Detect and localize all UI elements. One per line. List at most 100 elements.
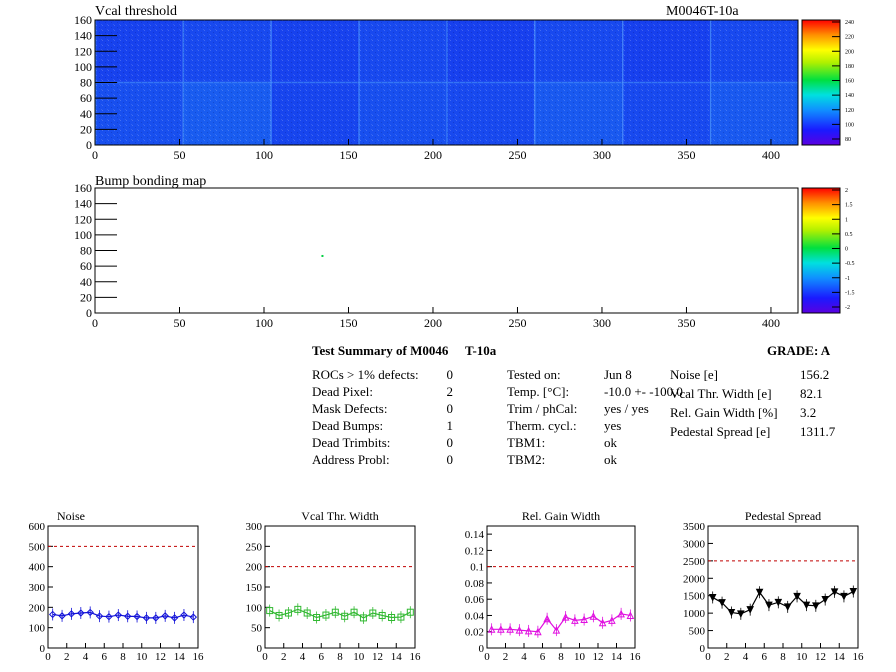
data-point <box>765 601 773 610</box>
data-point <box>322 611 330 619</box>
data-point <box>180 611 188 619</box>
colorbar <box>801 19 841 146</box>
data-point <box>350 608 358 616</box>
data-point <box>266 607 274 615</box>
x-tick-label: 50 <box>173 148 185 162</box>
x-tick-label: 2 <box>724 651 730 663</box>
x-tick-label: 10 <box>574 651 586 663</box>
colorbar-tick-label: -1.5 <box>845 290 855 296</box>
y-tick-label: 50 <box>251 623 263 635</box>
x-tick-label: 8 <box>780 651 786 663</box>
y-tick-label: 40 <box>80 107 92 121</box>
y-tick-label: 250 <box>246 541 263 553</box>
y-tick-label: 100 <box>29 623 46 635</box>
data-point <box>142 614 151 622</box>
colorbar-tick-label: 120 <box>845 108 854 114</box>
chart-title: Pedestal Spread <box>745 509 821 523</box>
colorbar-tick-label: 180 <box>845 64 854 70</box>
data-point <box>849 588 858 596</box>
y-tick-label: 0 <box>40 643 46 655</box>
data-point <box>755 588 764 597</box>
y-tick-label: 100 <box>74 228 92 242</box>
x-tick-label: 250 <box>508 316 526 330</box>
summary-chart-4: Pedestal Spread 0 2 4 6 8 10 12 14 16 0 500 1000 1500… <box>683 509 864 663</box>
y-tick-label: 80 <box>80 76 92 90</box>
data-point <box>515 625 524 634</box>
x-tick-label: 2 <box>64 651 70 663</box>
y-tick-label: 20 <box>80 122 92 136</box>
x-tick-label: 8 <box>120 651 126 663</box>
y-tick-label: 100 <box>246 602 263 614</box>
x-tick-label: 14 <box>611 651 623 663</box>
x-tick-label: 300 <box>593 148 611 162</box>
x-tick-label: 4 <box>743 651 749 663</box>
x-tick-label: 300 <box>593 316 611 330</box>
x-tick-label: 6 <box>102 651 108 663</box>
data-point <box>608 616 616 624</box>
y-tick-label: 80 <box>80 244 92 258</box>
x-tick-label: 14 <box>174 651 186 663</box>
data-point <box>331 608 339 616</box>
chart-frame <box>264 525 416 649</box>
colorbar-tick-label: 140 <box>845 93 854 99</box>
data-point <box>77 609 85 617</box>
y-tick-label: 200 <box>29 602 46 614</box>
y-tick-label: 140 <box>74 197 92 211</box>
x-tick-label: 2 <box>503 651 509 663</box>
y-tick-label: 0 <box>700 643 706 655</box>
dead-bump-pixel <box>321 254 324 257</box>
colorbar-tick-label: -2 <box>845 305 850 311</box>
data-point <box>812 602 820 610</box>
x-tick-label: 16 <box>630 651 642 663</box>
y-tick-label: 600 <box>29 521 46 533</box>
x-tick-label: 100 <box>255 148 273 162</box>
data-point <box>774 598 783 607</box>
data-point <box>123 612 132 620</box>
pixel-noise <box>95 20 798 145</box>
data-point <box>534 627 542 636</box>
y-tick-label: 1000 <box>683 608 706 620</box>
x-tick-label: 6 <box>540 651 546 663</box>
data-point <box>718 599 726 607</box>
data-point <box>617 609 625 618</box>
y-tick-label: 160 <box>74 181 92 195</box>
pixel-maps: 0 50 100 150 200 250 300 350 4000204060801001201… <box>74 13 855 330</box>
x-tick-label: 8 <box>558 651 564 663</box>
y-tick-label: 20 <box>80 290 92 304</box>
x-tick-label: 10 <box>353 651 365 663</box>
y-tick-label: 3000 <box>683 538 706 550</box>
y-tick-label: 120 <box>74 44 92 58</box>
x-tick-label: 0 <box>705 651 711 663</box>
colorbar-tick-label: 0.5 <box>845 232 853 238</box>
y-tick-label: 200 <box>246 562 263 574</box>
colorbar-tick-label: 1.5 <box>845 203 853 209</box>
data-point <box>105 612 113 621</box>
y-tick-label: 500 <box>29 541 46 553</box>
y-tick-label: 0 <box>86 138 92 152</box>
chart-title: Rel. Gain Width <box>522 509 600 523</box>
data-point <box>341 612 349 620</box>
colorbar-tick-label: 220 <box>845 35 854 41</box>
x-tick-label: 12 <box>155 651 166 663</box>
data-point <box>86 608 94 617</box>
y-tick-label: 2500 <box>683 556 706 568</box>
data-point <box>821 596 829 604</box>
data-point <box>802 601 811 610</box>
x-tick-label: 0 <box>262 651 268 663</box>
y-tick-label: 0.08 <box>465 578 485 590</box>
x-tick-label: 350 <box>677 316 695 330</box>
colorbar <box>801 187 841 314</box>
data-point <box>275 611 283 619</box>
x-tick-label: 400 <box>762 316 780 330</box>
data-point <box>378 611 386 619</box>
series-line <box>269 608 411 619</box>
y-tick-label: 1500 <box>683 591 706 603</box>
y-tick-label: 60 <box>80 259 92 273</box>
y-tick-label: 3500 <box>683 521 706 533</box>
colorbar-tick-label: 200 <box>845 49 854 55</box>
data-point <box>487 625 496 633</box>
data-point <box>170 614 179 622</box>
colorbar-tick-label: 1 <box>845 217 848 223</box>
x-tick-label: 6 <box>762 651 768 663</box>
